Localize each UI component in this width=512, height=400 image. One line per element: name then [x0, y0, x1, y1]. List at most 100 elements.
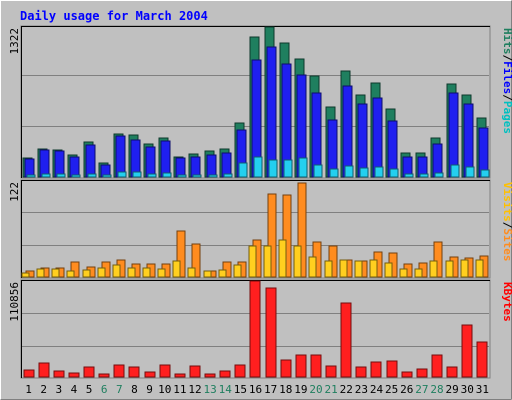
bar-hits-files-pages-pages-day-29: [450, 164, 460, 178]
bar-kbytes-kbytes-day-8: [128, 366, 140, 378]
bar-sites-visits-sites-day-12: [187, 267, 196, 278]
bar-sites-visits-sites-day-13: [203, 270, 212, 278]
x-tick-label-day-4: 4: [71, 383, 78, 396]
x-tick-label-day-15: 15: [234, 383, 247, 396]
legend-item-hits-files-pages-4: Hits: [501, 28, 512, 55]
bar-kbytes-kbytes-day-23: [355, 366, 367, 378]
legend-kbytes: KBytes: [501, 282, 512, 322]
bar-sites-visits-sites-day-9: [142, 267, 151, 278]
x-tick-label-day-2: 2: [40, 383, 47, 396]
bar-hits-files-pages-pages-day-4: [71, 174, 81, 178]
y-max-label-kbytes: 110856: [8, 282, 21, 322]
bar-kbytes-kbytes-day-1: [23, 369, 35, 378]
legend-item-hits-files-pages-1: /: [501, 94, 512, 101]
bar-kbytes-kbytes-day-25: [386, 360, 398, 378]
bar-hits-files-pages-pages-day-21: [329, 168, 339, 178]
bar-hits-files-pages-files-day-9: [145, 146, 156, 178]
bar-kbytes-kbytes-day-13: [204, 373, 216, 378]
bar-sites-visits-sites-day-31: [475, 259, 484, 278]
bar-kbytes-kbytes-day-7: [113, 364, 125, 378]
bar-kbytes-kbytes-day-10: [159, 364, 171, 378]
bar-hits-files-pages-pages-day-27: [419, 173, 429, 178]
bar-hits-files-pages-pages-day-26: [404, 173, 414, 178]
bar-hits-files-pages-pages-day-3: [56, 173, 66, 178]
bar-sites-visits-sites-day-24: [369, 259, 378, 278]
bar-hits-files-pages-files-day-7: [115, 135, 126, 178]
bar-sites-visits-sites-day-26: [399, 268, 408, 278]
bar-sites-visits-sites-day-15: [233, 264, 242, 278]
bar-kbytes-kbytes-day-30: [461, 324, 473, 378]
x-tick-label-day-1: 1: [25, 383, 32, 396]
bar-sites-visits-visits-day-19: [297, 182, 307, 278]
bar-kbytes-kbytes-day-15: [234, 364, 246, 378]
bar-kbytes-kbytes-day-2: [38, 362, 50, 378]
bar-sites-visits-sites-day-16: [248, 245, 257, 278]
bar-kbytes-kbytes-day-16: [249, 280, 261, 378]
bar-sites-visits-sites-day-29: [445, 260, 454, 278]
x-tick-label-day-29: 29: [446, 383, 459, 396]
bar-hits-files-pages-files-day-5: [85, 144, 96, 178]
bar-hits-files-pages-files-day-11: [175, 157, 186, 178]
legend-item-hits-files-pages-0: Pages: [501, 101, 512, 134]
x-tick-label-day-25: 25: [385, 383, 398, 396]
bar-sites-visits-sites-day-8: [127, 267, 136, 278]
bar-hits-files-pages-files-day-12: [190, 156, 201, 178]
legend-hits-files-pages: Hits/Files/Pages: [501, 28, 512, 134]
x-tick-label-day-19: 19: [294, 383, 307, 396]
x-tick-label-day-9: 9: [146, 383, 153, 396]
chart-title: Daily usage for March 2004: [20, 9, 208, 23]
bar-sites-visits-visits-day-28: [433, 241, 443, 278]
bar-hits-files-pages-pages-day-8: [132, 171, 142, 178]
bar-kbytes-kbytes-day-24: [370, 361, 382, 378]
bar-sites-visits-sites-day-21: [324, 260, 333, 278]
legend-sites-visits: Visits/Sites: [501, 182, 512, 262]
bar-sites-visits-sites-day-5: [82, 269, 91, 278]
x-tick-label-day-23: 23: [355, 383, 368, 396]
bar-sites-visits-sites-day-6: [97, 267, 106, 278]
legend-item-sites-visits-1: /: [501, 222, 512, 229]
bar-sites-visits-visits-day-4: [70, 261, 80, 278]
bar-hits-files-pages-pages-day-11: [177, 174, 187, 178]
bar-sites-visits-sites-day-3: [51, 268, 60, 278]
bar-hits-files-pages-pages-day-2: [41, 173, 51, 178]
bar-sites-visits-sites-day-28: [429, 260, 438, 278]
bar-hits-files-pages-pages-day-16: [253, 156, 263, 178]
bar-hits-files-pages-pages-day-31: [480, 169, 490, 178]
bar-hits-files-pages-pages-day-12: [192, 174, 202, 178]
bar-hits-files-pages-pages-day-9: [147, 173, 157, 178]
bar-sites-visits-sites-day-23: [354, 260, 363, 278]
bar-sites-visits-sites-day-20: [308, 256, 317, 278]
bar-hits-files-pages-pages-day-18: [283, 159, 293, 178]
bar-hits-files-pages-files-day-2: [39, 149, 50, 178]
bar-hits-files-pages-pages-day-10: [162, 172, 172, 178]
bar-sites-visits-sites-day-14: [218, 269, 227, 278]
x-tick-label-day-20: 20: [309, 383, 322, 396]
bar-hits-files-pages-files-day-21: [327, 119, 338, 178]
bar-hits-files-pages-files-day-24: [372, 97, 383, 178]
y-max-label-sites-visits: 122: [8, 182, 21, 202]
x-tick-label-day-14: 14: [219, 383, 233, 396]
bar-sites-visits-sites-day-18: [278, 239, 287, 278]
bar-kbytes-kbytes-day-9: [144, 371, 156, 378]
bar-kbytes-kbytes-day-19: [295, 354, 307, 378]
bar-kbytes-kbytes-day-18: [280, 359, 292, 378]
bar-hits-files-pages-files-day-8: [130, 139, 141, 178]
legend-item-hits-files-pages-2: Files: [501, 61, 512, 94]
bar-hits-files-pages-pages-day-28: [434, 172, 444, 178]
bar-hits-files-pages-pages-day-22: [344, 165, 354, 178]
bar-hits-files-pages-files-day-20: [311, 92, 322, 178]
bar-hits-files-pages-pages-day-5: [87, 173, 97, 178]
bar-kbytes-kbytes-day-22: [340, 302, 352, 378]
bar-kbytes-kbytes-day-17: [265, 287, 277, 378]
bar-hits-files-pages-files-day-28: [432, 143, 443, 178]
bar-hits-files-pages-files-day-4: [69, 156, 80, 178]
bar-hits-files-pages-pages-day-20: [313, 164, 323, 178]
legend-item-sites-visits-2: Visits: [501, 182, 512, 222]
x-tick-label-day-16: 16: [249, 383, 262, 396]
x-tick-label-day-17: 17: [264, 383, 277, 396]
bar-sites-visits-sites-day-22: [339, 259, 348, 278]
bar-hits-files-pages-files-day-14: [221, 152, 232, 178]
x-tick-label-day-22: 22: [340, 383, 353, 396]
bar-sites-visits-sites-day-19: [293, 245, 302, 278]
bar-hits-files-pages-pages-day-23: [359, 167, 369, 178]
